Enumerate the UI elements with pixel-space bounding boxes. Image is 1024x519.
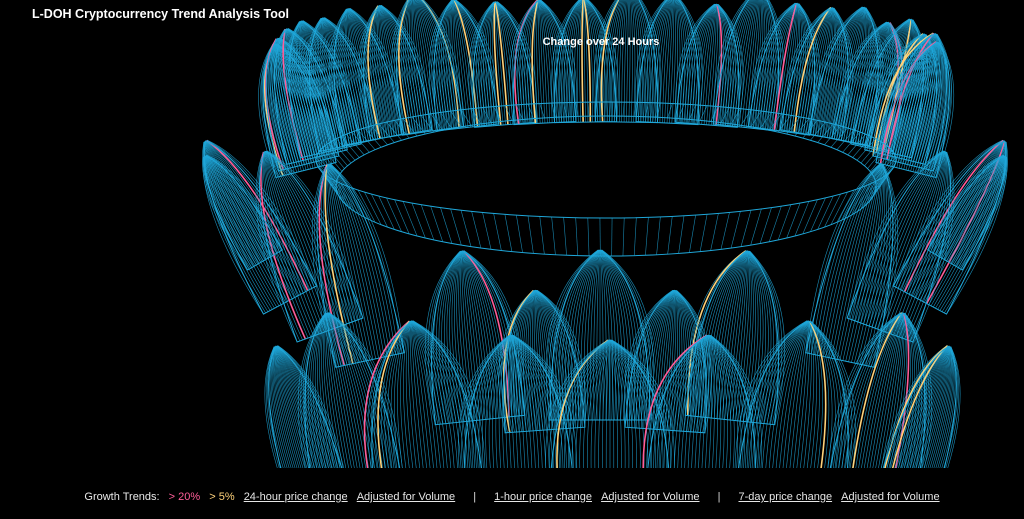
petal	[825, 312, 933, 468]
separator: |	[717, 491, 721, 503]
petal	[926, 154, 1008, 271]
petal	[457, 334, 578, 468]
footer-controls: Growth Trends: > 20% > 5% 24-hour price …	[0, 491, 1024, 503]
petal	[311, 163, 405, 368]
petal	[846, 150, 955, 343]
legend-over-5-percent: > 5%	[209, 491, 235, 503]
petal	[875, 345, 961, 468]
petal	[593, 0, 661, 124]
legend-label: Growth Trends:	[84, 491, 160, 503]
petal	[202, 154, 284, 271]
petal	[805, 163, 899, 368]
option-7d-price-change[interactable]: 7-day price change	[738, 491, 833, 503]
petal	[734, 320, 856, 468]
option-24h-adjusted-volume[interactable]: Adjusted for Volume	[356, 491, 456, 503]
petal	[202, 139, 318, 315]
option-1h-adjusted-volume[interactable]: Adjusted for Volume	[601, 491, 700, 503]
option-1h-price-change[interactable]: 1-hour price change	[494, 491, 592, 503]
app-title: L-DOH Cryptocurrency Trend Analysis Tool	[32, 7, 289, 21]
petal	[328, 8, 405, 147]
petal	[304, 17, 381, 153]
chart-title: Change over 24 Hours	[542, 36, 660, 48]
petal	[264, 345, 350, 468]
petal	[684, 250, 785, 426]
petal	[363, 320, 486, 468]
option-7d-adjusted-volume[interactable]: Adjusted for Volume	[841, 491, 940, 503]
option-24h-price-change[interactable]: 24-hour price change	[243, 491, 348, 503]
separator: |	[473, 491, 477, 503]
petal	[545, 339, 675, 468]
legend-over-20-percent: > 20%	[168, 491, 201, 503]
petal	[429, 0, 500, 132]
petal-group	[202, 0, 1008, 468]
